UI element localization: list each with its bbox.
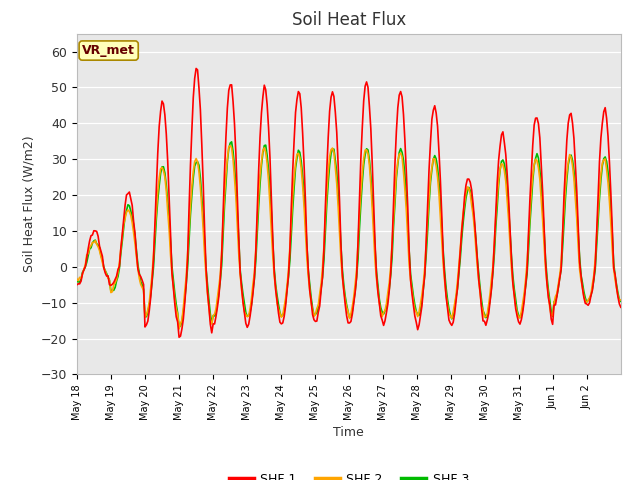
Line: SHF 1: SHF 1 [77, 69, 621, 337]
SHF 1 [73, 282, 81, 288]
SHF 1 [192, 66, 200, 72]
SHF 3 [92, 237, 99, 243]
SHF 3 [356, 226, 364, 231]
Title: Soil Heat Flux: Soil Heat Flux [292, 11, 406, 29]
SHF 2 [617, 297, 625, 303]
SHF 1 [92, 228, 99, 234]
SHF 2 [73, 276, 81, 282]
Y-axis label: Soil Heat Flux (W/m2): Soil Heat Flux (W/m2) [22, 136, 35, 272]
SHF 3 [228, 139, 236, 145]
SHF 3 [73, 279, 81, 285]
SHF 2 [356, 212, 364, 218]
SHF 3 [617, 299, 625, 304]
SHF 2 [616, 298, 623, 303]
Legend: SHF 1, SHF 2, SHF 3: SHF 1, SHF 2, SHF 3 [223, 468, 474, 480]
SHF 3 [616, 297, 623, 302]
SHF 1 [616, 301, 623, 307]
SHF 1 [356, 197, 364, 203]
Text: VR_met: VR_met [82, 44, 135, 57]
SHF 3 [463, 188, 471, 194]
SHF 3 [108, 288, 116, 293]
SHF 1 [175, 335, 183, 340]
SHF 1 [545, 295, 552, 300]
SHF 2 [463, 184, 471, 190]
X-axis label: Time: Time [333, 426, 364, 439]
SHF 1 [108, 281, 116, 287]
SHF 3 [545, 287, 552, 293]
Line: SHF 2: SHF 2 [77, 145, 621, 329]
SHF 1 [617, 304, 625, 310]
SHF 2 [545, 291, 552, 297]
SHF 2 [227, 143, 234, 148]
SHF 2 [92, 238, 99, 244]
Line: SHF 3: SHF 3 [77, 142, 621, 327]
SHF 2 [108, 289, 116, 295]
SHF 2 [175, 326, 183, 332]
SHF 3 [175, 324, 183, 330]
SHF 1 [463, 176, 471, 182]
